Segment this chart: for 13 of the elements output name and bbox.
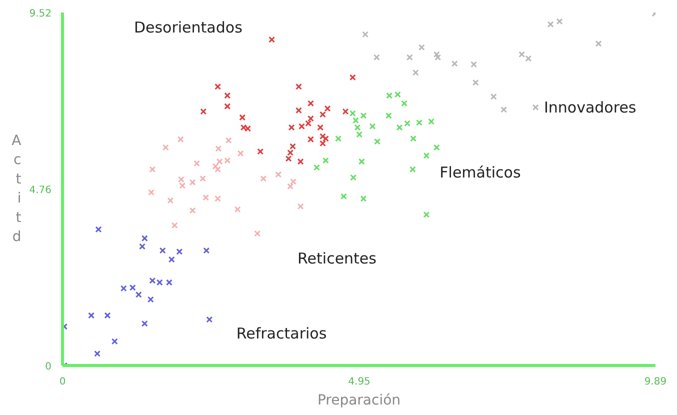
series-label: Innovadores <box>544 98 636 116</box>
x-tick-label: 4.95 <box>348 376 370 388</box>
series-label: Desorientados <box>134 18 243 36</box>
series-label: Refractarios <box>236 324 327 343</box>
x-axis-title: Preparación <box>317 392 401 408</box>
x-tick-label: 9.89 <box>644 376 667 388</box>
series-label: Flemáticos <box>440 163 521 182</box>
y-tick-label: 0 <box>45 362 52 372</box>
y-tick-label: 4.76 <box>29 185 52 196</box>
y-tick-label: 9.52 <box>29 8 52 20</box>
x-tick-label: 0 <box>59 376 66 388</box>
y-axis-title: Actitd <box>12 133 22 245</box>
text: Reticentes <box>298 249 377 268</box>
